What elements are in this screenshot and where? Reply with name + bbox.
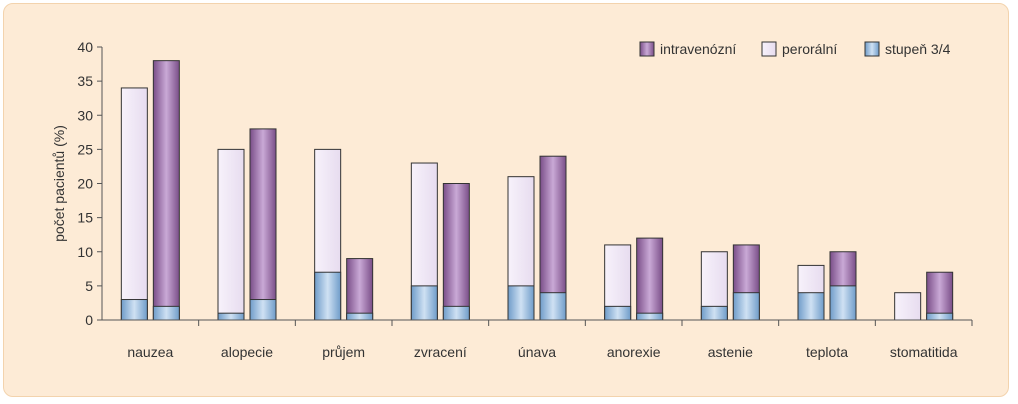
- y-axis-label: počet pacientů (%): [51, 125, 67, 242]
- axes-group: [97, 46, 973, 326]
- bar-intravenozni-8: [926, 271, 954, 321]
- bar-stupen-peroralni-1: [217, 312, 245, 321]
- bar-stupen-intravenozni-7: [829, 285, 857, 321]
- bar-stupen-peroralni-4: [507, 285, 535, 321]
- legend-label-stupen: stupeň 3/4: [885, 41, 951, 57]
- bar-stupen-peroralni-7: [797, 292, 825, 321]
- bar-intravenozni-3: [442, 183, 470, 321]
- category-label: alopecie: [221, 344, 273, 360]
- bar-intravenozni-0: [152, 60, 180, 321]
- legend: intravenózní perorální stupeň 3/4: [639, 41, 951, 57]
- legend-swatch-peroralni: [761, 41, 777, 57]
- bar-stupen-intravenozni-8: [926, 312, 954, 321]
- category-label: astenie: [708, 344, 753, 360]
- bars-group: [120, 60, 954, 321]
- y-tick-label: 40: [77, 39, 93, 55]
- bar-stupen-intravenozni-0: [152, 305, 180, 321]
- bar-stupen-intravenozni-6: [732, 292, 760, 321]
- category-label: nauzea: [127, 344, 173, 360]
- y-tick-label: 35: [77, 73, 93, 89]
- y-tick-label: 0: [85, 312, 93, 328]
- bar-stupen-intravenozni-3: [442, 305, 470, 321]
- bar-stupen-peroralni-0: [120, 299, 148, 321]
- bar-peroralni-0: [120, 87, 148, 321]
- bar-stupen-intravenozni-1: [249, 299, 277, 321]
- bar-stupen-peroralni-3: [410, 285, 438, 321]
- y-tick-label: 25: [77, 141, 93, 157]
- category-label: únava: [518, 344, 556, 360]
- y-tick-label: 15: [77, 210, 93, 226]
- legend-label-intravenozni: intravenózní: [660, 41, 736, 57]
- legend-swatch-intravenozni: [639, 41, 655, 57]
- y-tick-label: 30: [77, 107, 93, 123]
- bar-stupen-intravenozni-2: [346, 312, 374, 321]
- bar-intravenozni-1: [249, 128, 277, 321]
- bar-peroralni-8: [894, 292, 922, 321]
- legend-label-peroralni: perorální: [782, 41, 837, 57]
- bar-stupen-peroralni-2: [314, 271, 342, 321]
- bar-stupen-intravenozni-5: [636, 312, 664, 321]
- category-label: zvracení: [414, 344, 467, 360]
- y-tick-label: 10: [77, 244, 93, 260]
- category-label: průjem: [322, 344, 365, 360]
- y-tick-label: 20: [77, 176, 93, 192]
- bar-intravenozni-2: [346, 258, 374, 321]
- category-label: stomatitida: [890, 344, 958, 360]
- legend-swatch-stupen: [864, 41, 880, 57]
- bar-stupen-peroralni-6: [700, 305, 728, 321]
- category-label: teplota: [806, 344, 848, 360]
- bar-stupen-peroralni-5: [604, 305, 632, 321]
- bar-intravenozni-5: [636, 237, 664, 321]
- labels-group: nauzea alopecie průjem zvracení únava anorexi…: [51, 39, 958, 360]
- bar-stupen-intravenozni-4: [539, 292, 567, 321]
- y-tick-label: 5: [85, 278, 93, 294]
- category-label: anorexie: [607, 344, 661, 360]
- bar-peroralni-1: [217, 148, 245, 321]
